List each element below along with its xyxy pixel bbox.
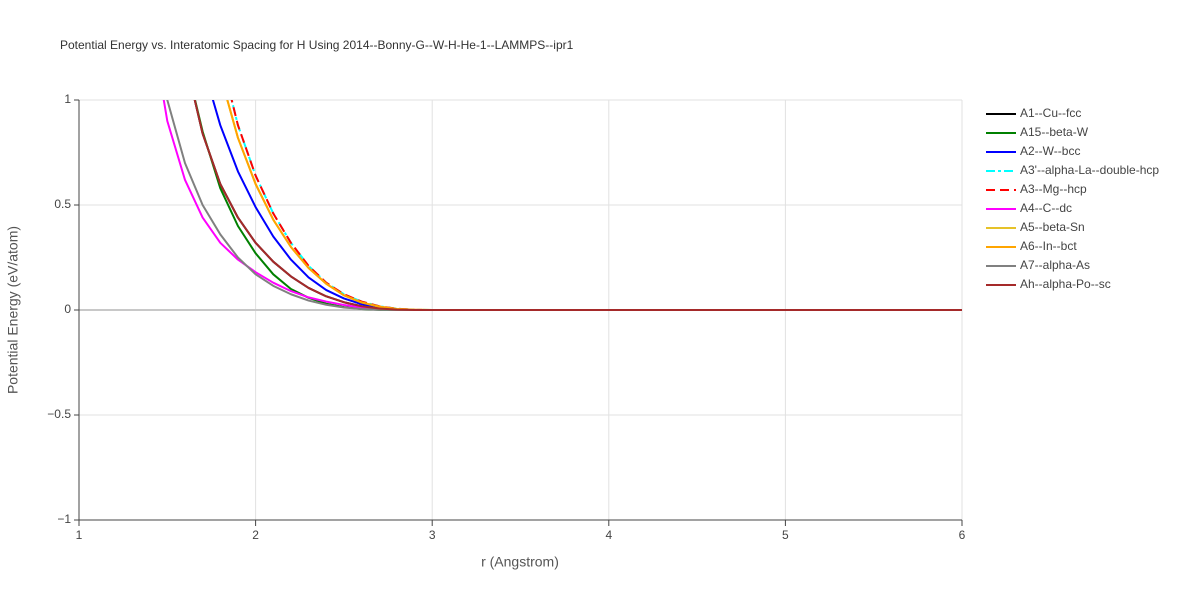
x-tick-label: 5	[782, 528, 789, 542]
legend-label: A4--C--dc	[1020, 201, 1072, 215]
legend-label: A15--beta-W	[1020, 125, 1089, 139]
y-tick-label: −1	[57, 512, 71, 526]
legend-label: Ah--alpha-Po--sc	[1020, 277, 1111, 291]
legend-label: A6--In--bct	[1020, 239, 1077, 253]
y-tick-label: 0	[64, 302, 71, 316]
y-axis-title: Potential Energy (eV/atom)	[5, 226, 21, 394]
legend-label: A2--W--bcc	[1020, 144, 1080, 158]
x-tick-label: 3	[429, 528, 436, 542]
x-axis-title: r (Angstrom)	[481, 554, 559, 570]
x-tick-label: 6	[959, 528, 966, 542]
y-tick-label: 1	[64, 92, 71, 106]
legend: A1--Cu--fcc A15--beta-W A2--W--bcc A3'--alp…	[986, 106, 1159, 291]
series-line	[162, 100, 962, 311]
y-tick-label: −0.5	[47, 407, 71, 421]
x-tick-label: 2	[252, 528, 259, 542]
legend-label: A1--Cu--fcc	[1020, 106, 1081, 120]
plot-area	[162, 100, 962, 311]
series-line	[193, 100, 962, 311]
y-tick-label: 0.5	[54, 197, 71, 211]
legend-label: A5--beta-Sn	[1020, 220, 1085, 234]
legend-label: A3--Mg--hcp	[1020, 182, 1087, 196]
legend-label: A7--alpha-As	[1020, 258, 1090, 272]
x-tick-label: 1	[76, 528, 83, 542]
x-tick-label: 4	[605, 528, 612, 542]
legend-label: A3'--alpha-La--double-hcp	[1020, 163, 1159, 177]
chart-title: Potential Energy vs. Interatomic Spacing…	[60, 38, 574, 52]
